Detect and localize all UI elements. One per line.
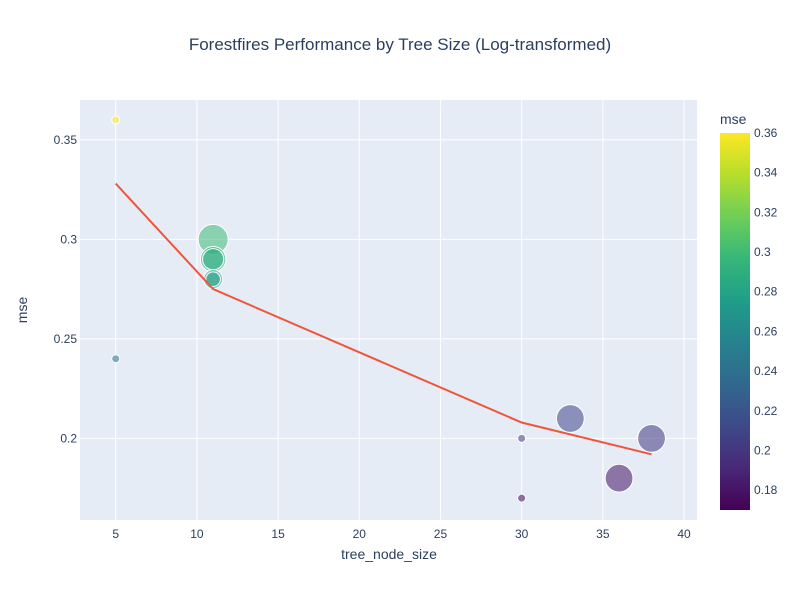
data-point[interactable] — [517, 493, 527, 503]
colorbar-tick-label: 0.36 — [754, 126, 778, 140]
y-tick-label: 0.3 — [60, 232, 77, 246]
plot-area — [80, 100, 697, 520]
trend-line-layer — [114, 182, 652, 456]
data-point[interactable] — [517, 433, 527, 443]
colorbar-title: mse — [720, 111, 747, 127]
data-point[interactable] — [111, 115, 121, 125]
colorbar-tick-label: 0.28 — [754, 285, 778, 299]
x-axis-label: tree_node_size — [341, 546, 437, 562]
y-tick-label: 0.2 — [60, 431, 77, 445]
data-point[interactable] — [637, 423, 666, 453]
x-tick-label: 40 — [677, 527, 691, 541]
grid-lines — [80, 100, 697, 520]
colorbar-tick-label: 0.32 — [754, 205, 778, 219]
x-tick-label: 5 — [112, 527, 119, 541]
x-tick-label: 30 — [515, 527, 529, 541]
x-tick-label: 35 — [596, 527, 610, 541]
colorbar-tick-label: 0.24 — [754, 364, 778, 378]
colorbar-tick-label: 0.34 — [754, 166, 778, 180]
trend-line — [114, 182, 652, 456]
x-tick-label: 10 — [190, 527, 204, 541]
y-axis-ticks: 0.2 0.25 0.3 0.35 — [54, 133, 78, 446]
colorbar — [720, 133, 750, 510]
colorbar-tick-label: 0.3 — [754, 245, 771, 259]
colorbar-tick-label: 0.26 — [754, 324, 778, 338]
data-point[interactable] — [604, 463, 634, 493]
x-tick-label: 15 — [271, 527, 285, 541]
colorbar-tick-label: 0.2 — [754, 443, 771, 457]
data-points[interactable] — [111, 115, 666, 503]
x-tick-label: 25 — [434, 527, 448, 541]
y-tick-label: 0.35 — [54, 133, 78, 147]
data-point[interactable] — [111, 354, 121, 364]
data-point[interactable] — [205, 271, 221, 287]
y-axis-label: mse — [14, 297, 30, 324]
chart-title: Forestfires Performance by Tree Size (Lo… — [189, 35, 611, 54]
colorbar-tick-label: 0.18 — [754, 483, 778, 497]
x-tick-label: 20 — [353, 527, 367, 541]
data-point[interactable] — [202, 248, 225, 271]
data-point[interactable] — [555, 404, 585, 433]
y-tick-label: 0.25 — [54, 332, 78, 346]
colorbar-ticks: 0.18 0.2 0.22 0.24 0.26 0.28 0.3 0.32 0.34 0.36 — [754, 126, 778, 497]
x-axis-ticks: 5 10 15 20 25 30 35 40 — [112, 527, 691, 541]
colorbar-tick-label: 0.22 — [754, 404, 778, 418]
